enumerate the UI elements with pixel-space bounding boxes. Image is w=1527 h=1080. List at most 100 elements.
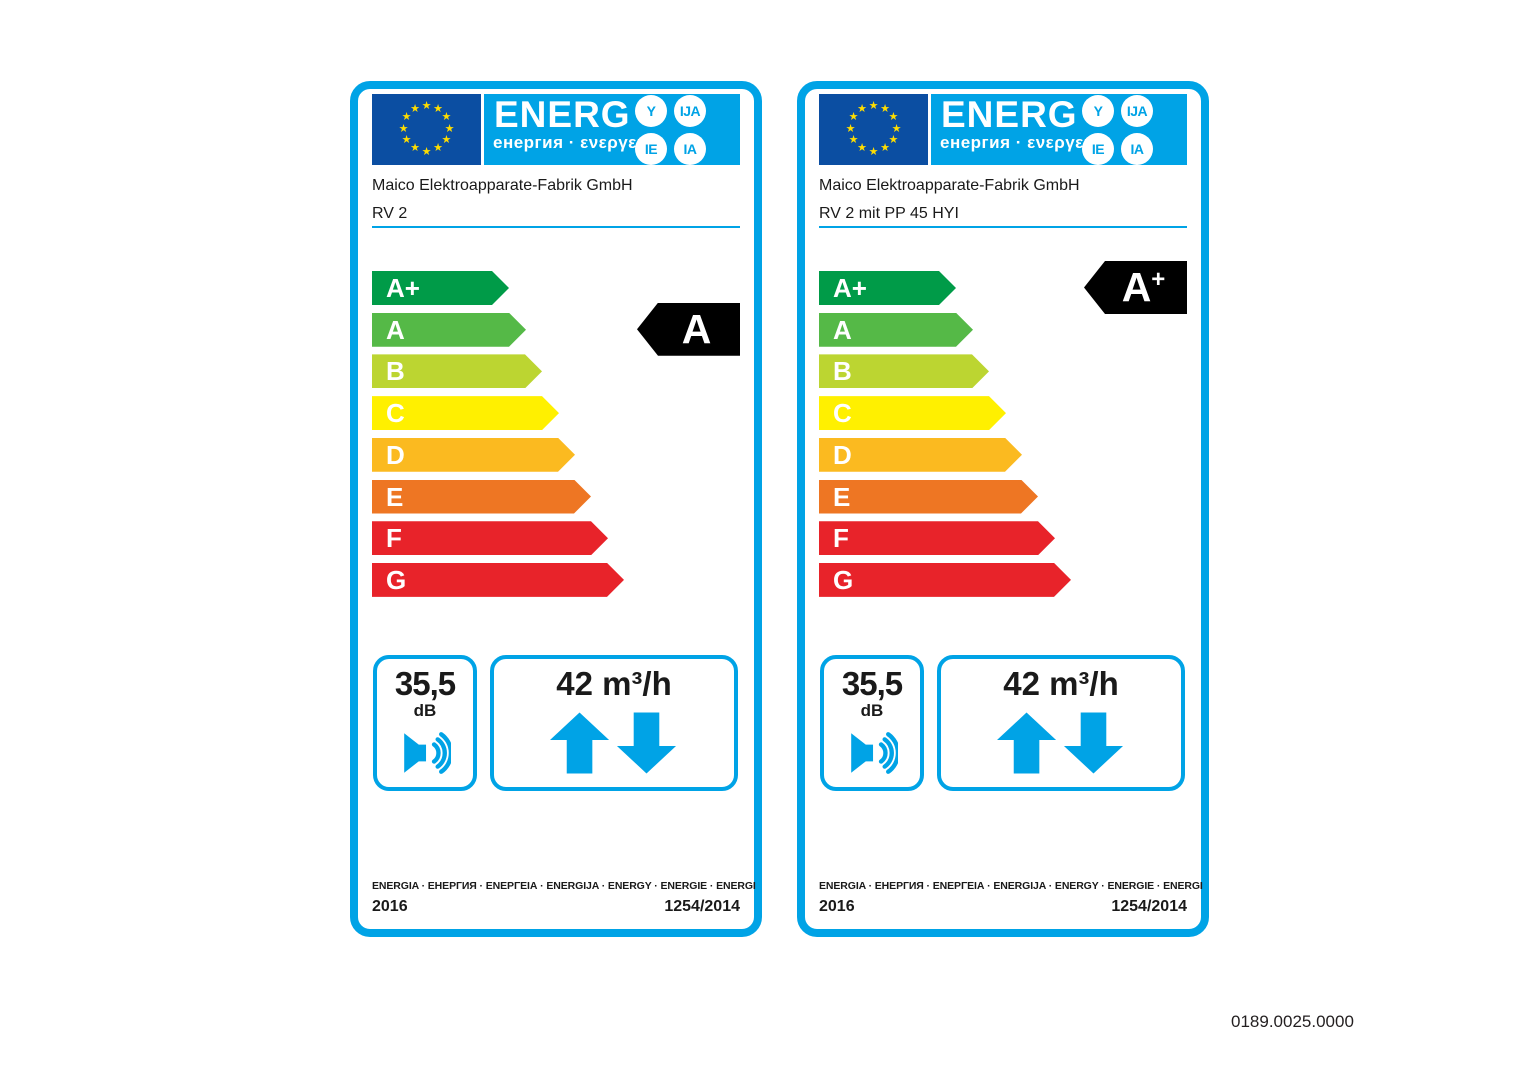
manufacturer-name: Maico Elektroapparate-Fabrik GmbH	[819, 177, 1080, 194]
regulation-number: 1254/2014	[664, 898, 740, 915]
label-year: 2016	[819, 898, 855, 915]
badge-ija: IJA	[674, 95, 706, 127]
eu-star-icon: ★	[421, 145, 432, 158]
rating-grade-plus: +	[1151, 265, 1166, 293]
eu-star-icon: ★	[868, 99, 879, 112]
regulation-number: 1254/2014	[1111, 898, 1187, 915]
model-name: RV 2 mit PP 45 HYI	[819, 205, 959, 222]
badge-ie: IE	[1082, 133, 1114, 165]
scale-bar-letter: A	[386, 314, 405, 345]
scale-bar-f: F	[372, 521, 608, 555]
rating-grade: A	[681, 305, 712, 352]
scale-bar-letter: B	[833, 356, 852, 387]
noise-value: 35,5	[394, 665, 456, 702]
eu-star-icon: ★	[410, 102, 420, 115]
energ-logo-badges: Y IJA IE IA	[635, 95, 735, 165]
scale-bar-letter: C	[386, 398, 405, 429]
eu-star-icon: ★	[868, 145, 879, 158]
document-code: 0189.0025.0000	[1231, 1012, 1354, 1031]
rating-arrow: A	[637, 302, 740, 356]
scale-bar-letter: D	[386, 439, 405, 470]
footer-row: 2016 1254/2014	[372, 897, 740, 917]
eu-star-icon: ★	[857, 142, 867, 155]
header-divider	[372, 226, 740, 228]
scale-bar-b: B	[819, 354, 989, 388]
eu-star-icon: ★	[444, 122, 455, 135]
eu-star-icon: ★	[891, 122, 902, 135]
noise-box: 35,5 dB	[373, 655, 477, 791]
scale-bar-letter: A	[833, 314, 852, 345]
energ-logo-banner: ENERG енергия · ενεργεια Y IJA IE IA	[484, 94, 740, 165]
energ-logo-title: ENERG	[941, 94, 1078, 135]
energy-label-rv2-pp45: ★ ★ ★ ★ ★ ★ ★ ★ ★ ★ ★ ★ ENERG енергия · ενεργεια Y …	[797, 81, 1209, 937]
energ-logo-subtitle: енергия · ενεργεια	[493, 133, 653, 152]
scale-bar-letter: D	[833, 439, 852, 470]
header-divider	[819, 226, 1187, 228]
scale-bar-g: G	[372, 563, 624, 597]
efficiency-scale: A+ A B C D E F G	[372, 89, 740, 929]
eu-star-icon: ★	[441, 111, 452, 123]
badge-y: Y	[1082, 95, 1114, 127]
scale-bar-letter: F	[833, 523, 849, 554]
energia-languages: ENERGIA · ЕНЕРГИЯ · ΕΝΕΡΓΕΙΑ · ENERGIJA …	[372, 880, 756, 892]
airflow-arrows-icon	[997, 712, 1124, 774]
noise-unit: dB	[860, 701, 884, 720]
eu-star-icon: ★	[880, 142, 890, 155]
rating-arrow: A +	[1084, 261, 1187, 314]
rating-grade: A	[1121, 264, 1152, 310]
model-name: RV 2	[372, 205, 408, 222]
scale-bar-a: A	[372, 313, 526, 347]
scale-bar-aplus: A+	[819, 271, 956, 305]
scale-bar-d: D	[819, 438, 1022, 472]
eu-star-icon: ★	[888, 111, 899, 123]
scale-bar-c: C	[819, 396, 1006, 430]
energia-languages: ENERGIA · ЕНЕРГИЯ · ΕΝΕΡΓΕΙΑ · ENERGIJA …	[819, 880, 1203, 892]
energ-logo-banner: ENERG енергия · ενεργεια Y IJA IE IA	[931, 94, 1187, 165]
eu-star-icon: ★	[848, 134, 859, 146]
badge-y: Y	[635, 95, 667, 127]
badge-ie: IE	[635, 133, 667, 165]
eu-star-icon: ★	[401, 134, 412, 146]
scale-bar-d: D	[372, 438, 575, 472]
eu-star-icon: ★	[845, 122, 856, 135]
eu-star-icon: ★	[398, 122, 409, 135]
scale-bar-letter: E	[833, 481, 851, 512]
footer-row: 2016 1254/2014	[819, 897, 1187, 917]
energ-logo-subtitle: енергия · ενεργεια	[940, 133, 1100, 152]
eu-star-icon: ★	[410, 142, 420, 155]
scale-bar-c: C	[372, 396, 559, 430]
energy-label-rv2: ★ ★ ★ ★ ★ ★ ★ ★ ★ ★ ★ ★ ENERG енергия · ενεργεια Y …	[350, 81, 762, 937]
energ-logo-title: ENERG	[494, 94, 631, 135]
noise-value: 35,5	[841, 665, 903, 702]
eu-star-icon: ★	[401, 111, 412, 123]
badge-ia: IA	[1121, 133, 1153, 165]
scale-bar-aplus: A+	[372, 271, 509, 305]
badge-ija: IJA	[1121, 95, 1153, 127]
airflow-arrows-icon	[550, 712, 677, 774]
scale-bar-letter: A+	[833, 273, 867, 303]
manufacturer-name: Maico Elektroapparate-Fabrik GmbH	[372, 177, 633, 194]
eu-star-icon: ★	[848, 111, 859, 123]
eu-star-icon: ★	[857, 102, 867, 115]
eu-flag: ★ ★ ★ ★ ★ ★ ★ ★ ★ ★ ★ ★	[372, 94, 481, 165]
label-year: 2016	[372, 898, 408, 915]
noise-unit: dB	[413, 701, 437, 720]
eu-star-icon: ★	[433, 102, 443, 115]
eu-star-icon: ★	[441, 134, 452, 146]
scale-bar-b: B	[372, 354, 542, 388]
speaker-icon	[851, 732, 898, 774]
scale-bar-a: A	[819, 313, 973, 347]
scale-bar-letter: G	[833, 564, 854, 595]
eu-star-icon: ★	[421, 99, 432, 112]
eu-star-icon: ★	[880, 102, 890, 115]
scale-bar-f: F	[819, 521, 1055, 555]
energ-logo-badges: Y IJA IE IA	[1082, 95, 1182, 165]
eu-star-icon: ★	[433, 142, 443, 155]
scale-bar-letter: B	[386, 356, 405, 387]
eu-star-icon: ★	[888, 134, 899, 146]
airflow-box: 42 m³/h	[490, 655, 738, 791]
scale-bar-letter: C	[833, 398, 852, 429]
scale-bar-letter: A+	[386, 273, 420, 303]
scale-bar-letter: E	[386, 481, 404, 512]
airflow-box: 42 m³/h	[937, 655, 1185, 791]
